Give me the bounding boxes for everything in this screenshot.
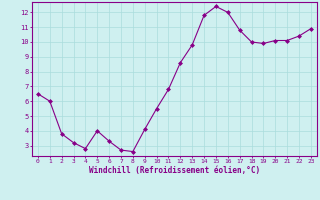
- X-axis label: Windchill (Refroidissement éolien,°C): Windchill (Refroidissement éolien,°C): [89, 166, 260, 175]
